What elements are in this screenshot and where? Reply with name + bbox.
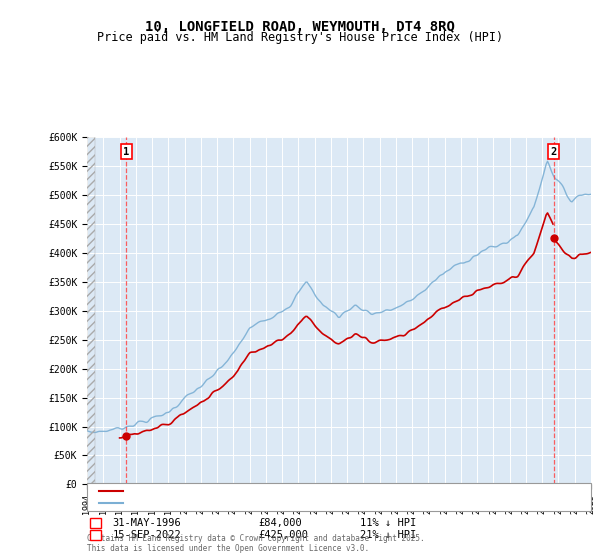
- Text: 10, LONGFIELD ROAD, WEYMOUTH, DT4 8RQ: 10, LONGFIELD ROAD, WEYMOUTH, DT4 8RQ: [145, 20, 455, 34]
- Text: 31-MAY-1996: 31-MAY-1996: [113, 518, 182, 528]
- Text: £425,000: £425,000: [258, 530, 308, 540]
- Text: 1: 1: [92, 518, 98, 528]
- Text: Contains HM Land Registry data © Crown copyright and database right 2025.
This d: Contains HM Land Registry data © Crown c…: [87, 534, 425, 553]
- Text: £84,000: £84,000: [258, 518, 302, 528]
- Text: Price paid vs. HM Land Registry's House Price Index (HPI): Price paid vs. HM Land Registry's House …: [97, 31, 503, 44]
- Text: 2: 2: [92, 530, 98, 540]
- Text: 1: 1: [123, 147, 130, 157]
- Text: 15-SEP-2022: 15-SEP-2022: [113, 530, 182, 540]
- Text: 2: 2: [551, 147, 557, 157]
- Text: 11% ↓ HPI: 11% ↓ HPI: [360, 518, 416, 528]
- Text: 10, LONGFIELD ROAD, WEYMOUTH, DT4 8RQ (detached house): 10, LONGFIELD ROAD, WEYMOUTH, DT4 8RQ (d…: [129, 486, 419, 495]
- Text: 21% ↓ HPI: 21% ↓ HPI: [360, 530, 416, 540]
- Text: HPI: Average price, detached house, Dorset: HPI: Average price, detached house, Dors…: [129, 498, 355, 507]
